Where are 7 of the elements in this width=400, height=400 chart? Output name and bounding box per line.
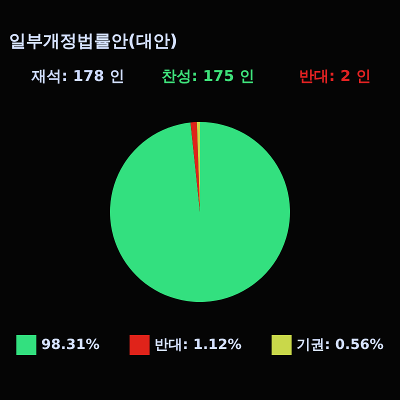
- chart-title: 일부개정법률안(대안): [9, 32, 178, 52]
- text: 재석: 178 인: [32, 66, 124, 86]
- legend-label: 기권: 0.56%: [296, 337, 384, 353]
- data-label: 98.31%: [41, 337, 100, 353]
- text: 찬성: 175 인: [162, 66, 254, 86]
- text: 반대: 2 인: [299, 66, 371, 86]
- legend-label: 반대: 1.12%: [154, 337, 242, 353]
